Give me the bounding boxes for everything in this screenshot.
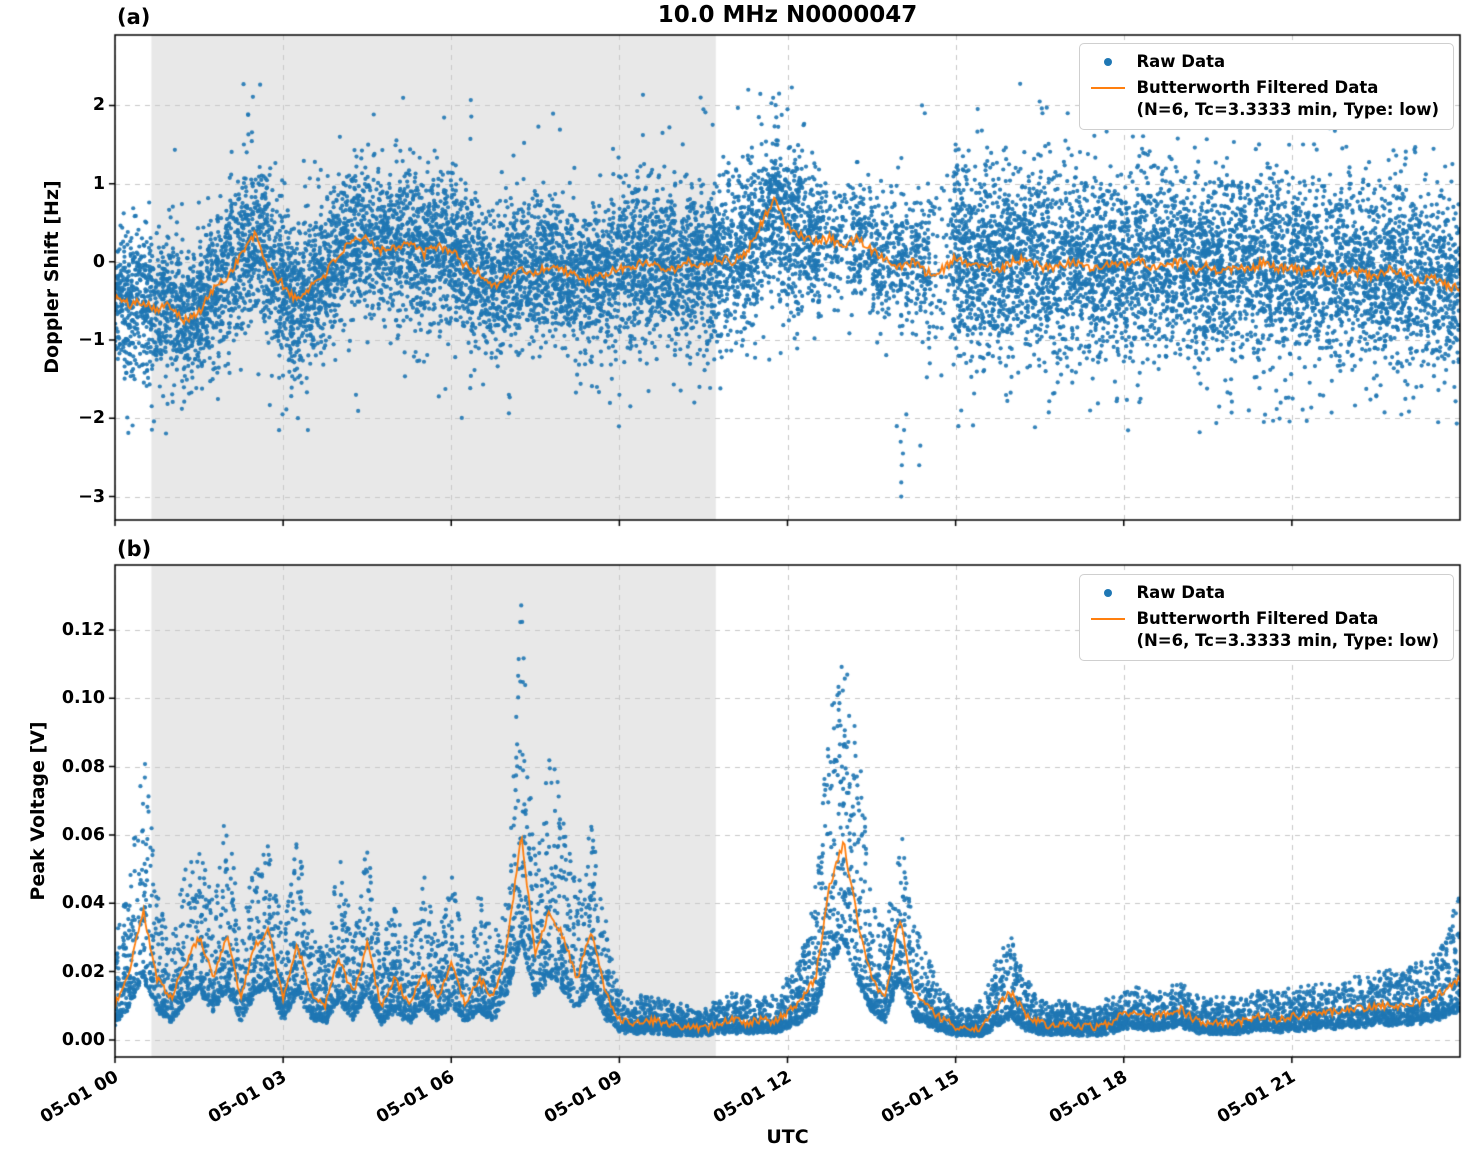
filtered-line-marker-icon [1090, 608, 1126, 620]
y-tick-label: 0.04 [61, 893, 105, 914]
legend-filtered-title: Butterworth Filtered Data [1136, 77, 1379, 97]
panel-b-ylabel: Peak Voltage [V] [27, 721, 49, 901]
y-tick-label: 0.06 [61, 824, 105, 845]
y-tick-label: −2 [78, 408, 105, 429]
legend-raw-label: Raw Data [1136, 583, 1226, 602]
y-tick-label: 0.10 [61, 688, 105, 709]
raw-data-marker-icon [1090, 582, 1126, 597]
y-tick-label: 1 [92, 173, 105, 194]
y-tick-label: 0 [92, 251, 105, 272]
y-tick-label: 0.12 [61, 619, 105, 640]
panel-a-legend: Raw Data Butterworth Filtered Data (N=6,… [1079, 43, 1454, 131]
x-axis-label: UTC [766, 1126, 809, 1148]
legend-raw-label: Raw Data [1136, 52, 1226, 71]
legend-entry-raw: Raw Data [1090, 51, 1439, 73]
raw-data-marker-icon [1090, 51, 1126, 66]
y-tick-label: −3 [78, 486, 105, 507]
legend-filtered-label: Butterworth Filtered Data (N=6, Tc=3.333… [1136, 608, 1439, 652]
y-tick-label: 0.02 [61, 961, 105, 982]
legend-entry-filtered: Butterworth Filtered Data (N=6, Tc=3.333… [1090, 77, 1439, 121]
legend-filtered-params: (N=6, Tc=3.3333 min, Type: low) [1136, 99, 1439, 119]
y-tick-label: 0.08 [61, 756, 105, 777]
legend-filtered-params: (N=6, Tc=3.3333 min, Type: low) [1136, 630, 1439, 650]
chart-title: 10.0 MHz N0000047 [657, 2, 918, 28]
filtered-line-marker-icon [1090, 77, 1126, 89]
panel-a-label: (a) [117, 5, 151, 29]
legend-filtered-label: Butterworth Filtered Data (N=6, Tc=3.333… [1136, 77, 1439, 121]
legend-entry-raw: Raw Data [1090, 582, 1439, 604]
y-tick-label: 2 [92, 95, 105, 116]
y-tick-label: 0.00 [61, 1029, 105, 1050]
legend-entry-filtered: Butterworth Filtered Data (N=6, Tc=3.333… [1090, 608, 1439, 652]
legend-filtered-title: Butterworth Filtered Data [1136, 608, 1379, 628]
y-tick-label: −1 [78, 330, 105, 351]
panel-b-legend: Raw Data Butterworth Filtered Data (N=6,… [1079, 574, 1454, 662]
panel-b-label: (b) [117, 537, 152, 561]
